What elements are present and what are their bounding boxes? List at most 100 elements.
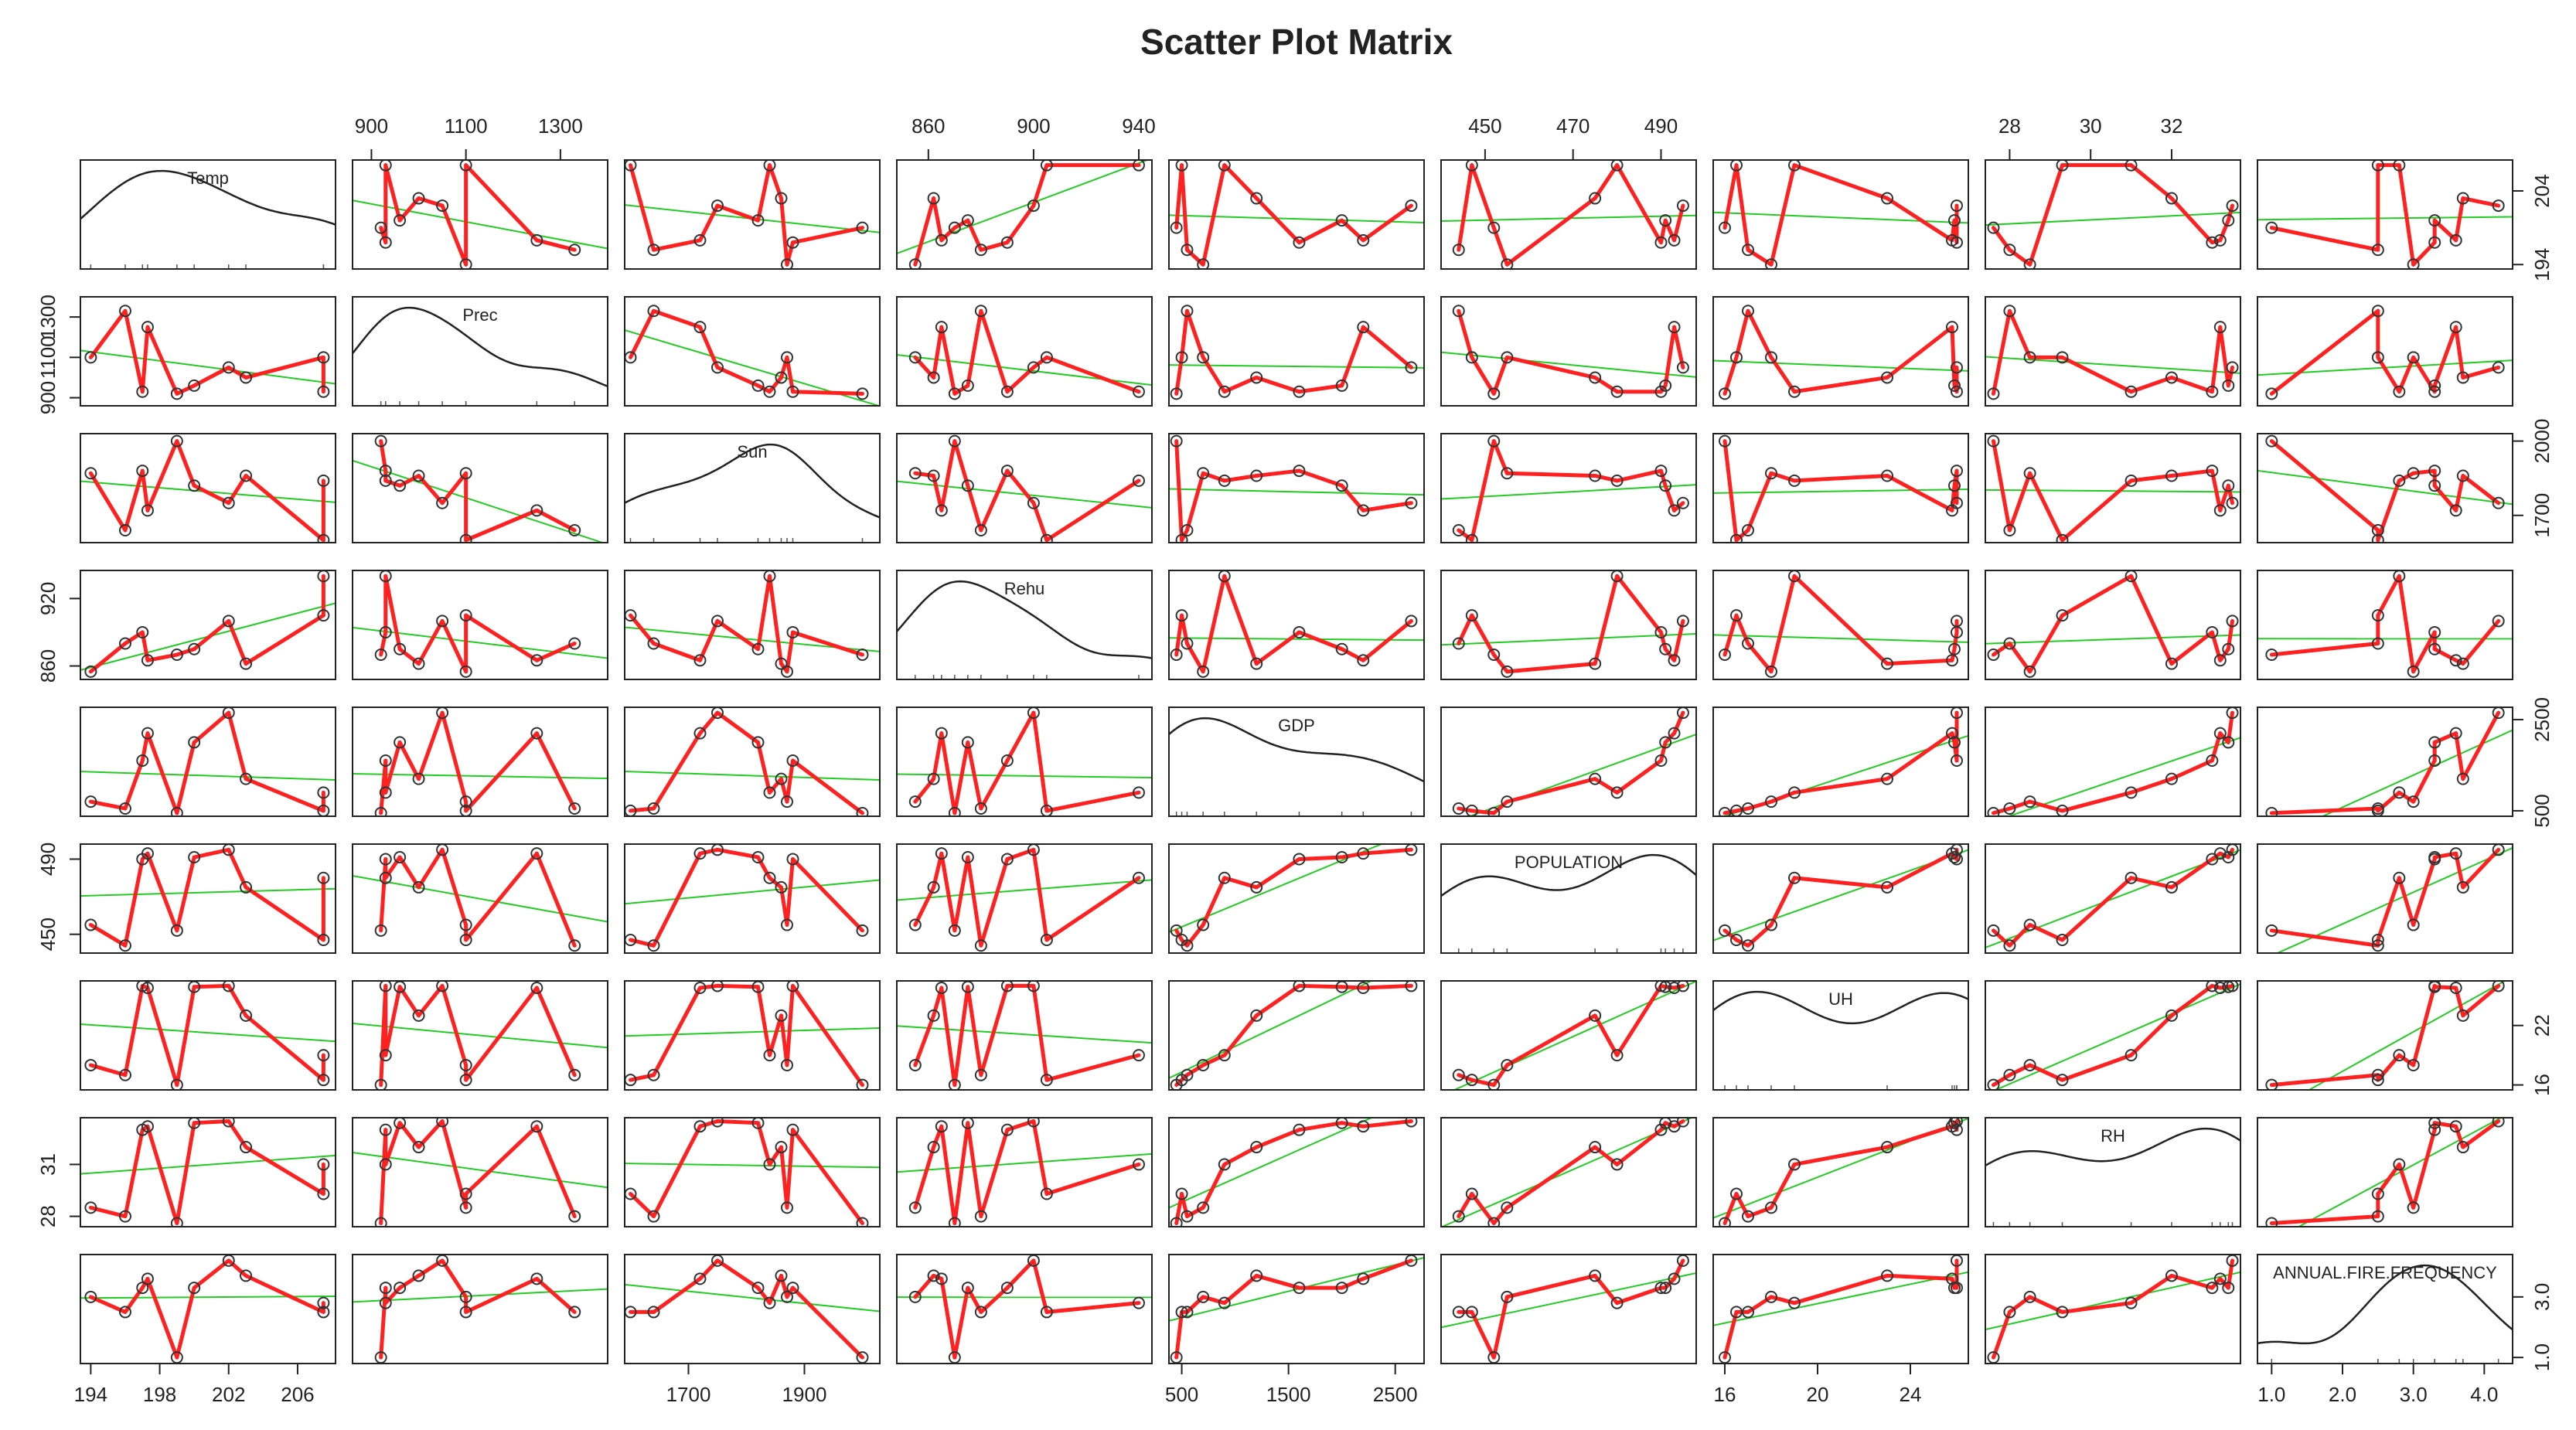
point (2165, 657, 2178, 670)
point (459, 609, 472, 622)
connect-segment (192, 1258, 231, 1290)
panel-border (1168, 706, 1425, 817)
point (436, 1118, 449, 1128)
connect-segment (464, 163, 539, 243)
panel-border (352, 1117, 608, 1227)
connect-segment (698, 847, 720, 856)
point (1197, 351, 1210, 364)
point (1948, 479, 1961, 492)
point (136, 385, 149, 398)
connect-segment (698, 710, 720, 736)
connect-segment (1734, 613, 1750, 645)
point (647, 1210, 660, 1223)
panel-border (2257, 843, 2513, 954)
connect-segment (939, 325, 957, 396)
panel (1441, 305, 1696, 400)
point (459, 533, 472, 543)
point (1218, 1049, 1231, 1062)
density-curve (2257, 1264, 2513, 1345)
panel (353, 160, 608, 269)
connect-segment (1615, 468, 1663, 483)
point (1197, 467, 1210, 480)
connect-segment (140, 325, 150, 394)
connect-segment (1457, 1191, 1474, 1219)
point (222, 361, 235, 374)
connect-segment (756, 985, 772, 1057)
point (1951, 615, 1963, 628)
connect-segment (1991, 806, 2012, 815)
x-tick-label: 500 (1165, 1383, 1198, 1406)
point (1654, 625, 1668, 638)
connect-segment (1769, 163, 1797, 267)
point (2428, 379, 2441, 392)
panel-border (352, 570, 608, 680)
connect-segment (534, 1124, 577, 1219)
panel (1169, 1118, 1418, 1227)
connect-segment (1470, 613, 1496, 657)
point (1654, 465, 1668, 478)
panel (897, 305, 1152, 400)
connect-segment (175, 1285, 196, 1360)
connect-segment (1658, 740, 1668, 763)
connect-segment (1792, 777, 1889, 795)
fit-line (1713, 1271, 1968, 1326)
point (1218, 160, 1231, 172)
connect-segment (791, 758, 864, 815)
panel (1441, 434, 1696, 543)
point (2456, 657, 2469, 670)
point (1654, 236, 1668, 249)
connect-segment (785, 1128, 795, 1210)
point (1132, 786, 1145, 799)
connect-segment (1005, 203, 1036, 245)
panel-border (1168, 570, 1425, 680)
point (948, 387, 961, 400)
point (1987, 434, 2000, 448)
point (2226, 496, 2239, 509)
point (1742, 939, 1754, 952)
y-tick-label: 900 (36, 381, 60, 414)
x-tick-label: 1.0 (2257, 1383, 2285, 1406)
point (786, 625, 799, 638)
point (751, 1118, 765, 1129)
panel (1985, 305, 2240, 400)
point (693, 727, 707, 740)
point (693, 847, 707, 860)
connect-segment (2028, 613, 2065, 674)
point (170, 649, 183, 662)
connect-segment (2397, 574, 2416, 674)
connect-segment (440, 203, 469, 267)
connect-segment (966, 1285, 983, 1314)
point (1218, 474, 1231, 487)
fit-line (353, 1288, 608, 1303)
point (1357, 1272, 1370, 1285)
point (1610, 160, 1624, 172)
point (1881, 469, 1893, 482)
connect-segment (1792, 574, 1889, 666)
point (1589, 1009, 1602, 1022)
point (1197, 1290, 1210, 1303)
point (693, 654, 707, 667)
point (2449, 321, 2462, 334)
panel (1452, 981, 1696, 1090)
point (1951, 1118, 1963, 1128)
point (1000, 853, 1014, 866)
panel-border (352, 706, 608, 817)
point (379, 625, 392, 638)
panel (625, 1255, 880, 1364)
point (170, 1078, 183, 1090)
point (1335, 379, 1348, 392)
point (2023, 665, 2036, 678)
connect-segment (2218, 647, 2230, 662)
x-tick-label: 32 (2160, 114, 2182, 138)
connect-segment (1658, 630, 1668, 652)
connect-segment (123, 1128, 145, 1219)
point (84, 467, 97, 480)
connect-segment (2454, 731, 2465, 781)
connect-segment (1031, 1118, 1049, 1196)
connect-segment (1470, 1309, 1496, 1360)
panel (1987, 981, 2240, 1090)
fit-line (1713, 359, 1968, 372)
panel (353, 570, 608, 678)
point (935, 981, 948, 994)
point (2125, 385, 2138, 398)
